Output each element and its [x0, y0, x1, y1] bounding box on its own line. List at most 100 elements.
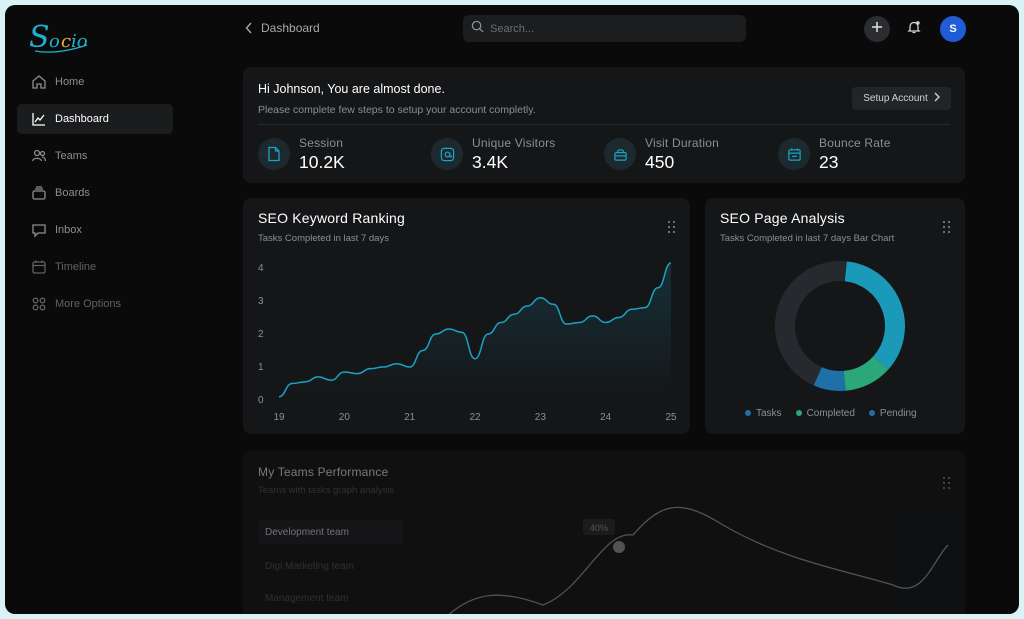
at-icon — [431, 138, 463, 170]
stat-value: 450 — [645, 152, 675, 172]
socio-logo[interactable]: S o c io — [27, 15, 107, 59]
home-icon — [31, 74, 47, 90]
sidebar-item-teams[interactable]: Teams — [17, 141, 173, 171]
team-row-management[interactable]: Management team — [265, 592, 349, 604]
sidebar-item-label: Home — [55, 76, 85, 88]
stat-unique-visitors: Unique Visitors 3.4K — [431, 136, 591, 176]
sidebar-item-label: Inbox — [55, 224, 82, 236]
legend-item-pending[interactable]: Pending — [868, 408, 917, 419]
sidebar-item-more-options[interactable]: More Options — [17, 289, 173, 319]
notifications-button[interactable] — [901, 16, 927, 42]
drag-handle-icon[interactable] — [943, 477, 951, 491]
users-icon — [31, 148, 47, 164]
chevron-right-icon — [934, 92, 940, 105]
x-tick-label: 25 — [665, 412, 677, 423]
svg-text:o: o — [49, 31, 60, 52]
x-tick-label: 24 — [600, 412, 612, 423]
app-window: S o c io Home Dashboard Teams Boards Inb… — [5, 5, 1019, 614]
x-tick-label: 23 — [535, 412, 547, 423]
sidebar-item-home[interactable]: Home — [17, 67, 173, 97]
card-title: SEO Keyword Ranking — [258, 210, 405, 226]
divider — [258, 124, 950, 125]
tooltip-label: 40% — [590, 523, 608, 533]
stat-label: Session — [299, 136, 344, 150]
x-tick-label: 22 — [469, 412, 481, 423]
plus-icon — [871, 20, 883, 38]
avatar-initial: S — [949, 23, 957, 35]
chevron-left-icon[interactable] — [245, 22, 253, 34]
calendar-icon — [31, 259, 47, 275]
donut-slice-tasks[interactable] — [844, 261, 905, 370]
bag-icon — [604, 138, 636, 170]
sidebar-item-inbox[interactable]: Inbox — [17, 215, 173, 245]
stat-label: Unique Visitors — [472, 136, 556, 150]
setup-account-label: Setup Account — [863, 93, 928, 104]
chart-line-icon — [31, 111, 47, 127]
sidebar-item-label: Teams — [55, 150, 88, 162]
legend-item-completed[interactable]: Completed — [795, 408, 855, 419]
series-line — [448, 506, 949, 614]
search-icon — [471, 20, 484, 38]
stat-value: 3.4K — [472, 152, 508, 172]
inbox-icon — [31, 222, 47, 238]
x-tick-label: 21 — [404, 412, 416, 423]
y-tick-label: 1 — [258, 362, 264, 373]
calendar-icon — [778, 138, 810, 170]
donut-slice-pending[interactable] — [813, 366, 846, 391]
y-tick-label: 3 — [258, 296, 264, 307]
add-button[interactable] — [864, 16, 890, 42]
y-tick-label: 4 — [258, 263, 264, 274]
drag-handle-icon[interactable] — [943, 221, 951, 235]
breadcrumb[interactable]: Dashboard — [245, 21, 320, 35]
sidebar-item-boards[interactable]: Boards — [17, 178, 173, 208]
stat-label: Bounce Rate — [819, 136, 891, 150]
teams-line-chart: 40% — [448, 506, 949, 614]
series-line — [278, 262, 672, 398]
stat-value: 23 — [819, 152, 839, 172]
data-point-marker[interactable] — [613, 541, 625, 553]
breadcrumb-label: Dashboard — [261, 21, 320, 35]
seo-keyword-ranking-card: SEO Keyword Ranking Tasks Completed in l… — [243, 198, 690, 434]
grid-icon — [31, 296, 47, 312]
tooltip-box — [583, 519, 615, 535]
welcome-card: Hi Johnson, You are almost done. Please … — [243, 67, 965, 183]
sidebar-item-timeline[interactable]: Timeline — [17, 252, 173, 282]
legend-item-tasks[interactable]: Tasks — [745, 408, 782, 419]
stat-value: 10.2K — [299, 152, 345, 172]
series-area — [279, 263, 671, 400]
team-row-development[interactable]: Development team — [258, 520, 403, 544]
sidebar-item-label: More Options — [55, 298, 122, 310]
svg-text:c: c — [61, 31, 71, 52]
y-tick-label: 0 — [258, 395, 264, 406]
chart-legend: Tasks Completed Pending — [745, 408, 917, 419]
y-tick-label: 2 — [258, 329, 264, 340]
search-input[interactable] — [490, 22, 730, 35]
stat-bounce-rate: Bounce Rate 23 — [778, 136, 938, 176]
document-icon — [258, 138, 290, 170]
welcome-message: Please complete few steps to setup your … — [258, 104, 536, 116]
stat-label: Visit Duration — [645, 136, 719, 150]
search-bar[interactable] — [463, 15, 746, 42]
seo-page-analysis-card: SEO Page Analysis Tasks Completed in las… — [705, 198, 965, 434]
drag-handle-icon[interactable] — [668, 221, 676, 235]
x-tick-label: 20 — [339, 412, 351, 423]
bell-icon — [907, 20, 921, 39]
sidebar-item-label: Boards — [55, 187, 90, 199]
seo-page-donut-chart — [775, 261, 905, 391]
stat-session: Session 10.2K — [258, 136, 418, 176]
donut-slice-remaining[interactable] — [775, 261, 847, 386]
sidebar-item-dashboard[interactable]: Dashboard — [17, 104, 173, 134]
svg-text:io: io — [71, 31, 88, 52]
card-subtitle: Tasks Completed in last 7 days — [258, 233, 389, 244]
card-subtitle: Teams with tasks graph analysis — [258, 485, 395, 496]
donut-slice-completed[interactable] — [843, 355, 889, 391]
sidebar-item-label: Dashboard — [55, 113, 109, 125]
sidebar-nav: Home Dashboard Teams Boards Inbox Timeli… — [17, 67, 173, 326]
setup-account-button[interactable]: Setup Account — [852, 87, 951, 110]
avatar[interactable]: S — [940, 16, 966, 42]
stat-visit-duration: Visit Duration 450 — [604, 136, 764, 176]
sidebar-item-label: Timeline — [55, 261, 97, 273]
x-tick-label: 19 — [273, 412, 285, 423]
team-row-digi-marketing[interactable]: Digi Marketing team — [265, 560, 354, 572]
